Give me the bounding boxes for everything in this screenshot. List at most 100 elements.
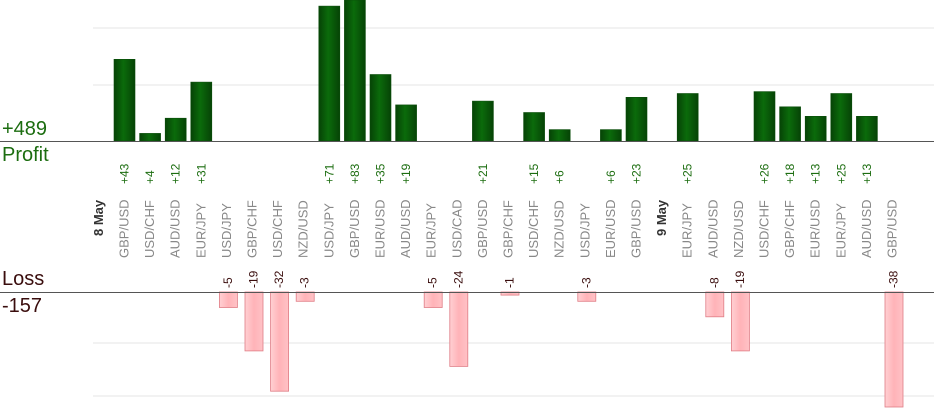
- profit-value-label: +43: [118, 163, 132, 184]
- profit-bar: [369, 74, 392, 142]
- category-label: NZD/USD: [731, 200, 746, 258]
- category-label: EUR/JPY: [193, 203, 208, 258]
- gridlines: [93, 27, 934, 397]
- category-label: USD/CAD: [449, 199, 464, 258]
- loss-value-label: -19: [247, 270, 261, 288]
- profit-value-label: +4: [143, 170, 157, 184]
- profit-bar: [344, 0, 366, 142]
- category-label: GBP/CHF: [501, 200, 516, 258]
- profit-bar: [190, 81, 213, 142]
- profit-value-label: +13: [809, 163, 823, 184]
- category-label: NZD/USD: [296, 200, 311, 258]
- profit-value-label: +15: [527, 163, 541, 184]
- profit-bar: [164, 117, 187, 142]
- date-marker-label: 8 May: [91, 199, 106, 236]
- profit-bar: [804, 116, 827, 142]
- profit-value-label: +12: [169, 163, 183, 184]
- loss-bar: [218, 291, 238, 308]
- profit-bar: [395, 104, 417, 142]
- category-label: AUD/USD: [168, 199, 183, 258]
- date-marker-label: 9 May: [654, 199, 669, 236]
- profit-bar: [113, 58, 136, 142]
- profit-bar: [548, 129, 571, 142]
- category-label: GBP/USD: [885, 199, 900, 258]
- category-label: USD/JPY: [577, 203, 592, 258]
- profit-bar: [139, 133, 161, 142]
- loss-bar: [705, 291, 725, 318]
- loss-label: Loss: [2, 268, 45, 290]
- loss-bar: [244, 291, 264, 352]
- loss-value-label: -24: [451, 270, 465, 288]
- profit-bar: [523, 112, 545, 142]
- profit-bar: [318, 5, 341, 142]
- loss-value-label: -5: [426, 277, 440, 288]
- profit-value-label: +83: [348, 163, 362, 184]
- category-label: GBP/CHF: [782, 200, 797, 258]
- loss-bar: [731, 291, 750, 352]
- profit-value-label: +6: [553, 170, 567, 184]
- category-label: AUD/USD: [859, 199, 874, 258]
- profit-bar: [856, 116, 878, 142]
- profit-value-label: +19: [399, 163, 413, 184]
- loss-value-label: -3: [579, 277, 593, 288]
- loss-value-label: -32: [272, 270, 286, 288]
- profit-value-label: +18: [783, 163, 797, 184]
- category-label: EUR/USD: [603, 199, 618, 258]
- bars: [113, 0, 904, 408]
- loss-value-label: -5: [221, 277, 235, 288]
- loss-value-label: -38: [887, 270, 901, 288]
- profit-label: Profit: [2, 144, 49, 166]
- profit-bar: [779, 106, 801, 142]
- category-label: NZD/USD: [552, 200, 567, 258]
- profit-bar: [830, 93, 853, 142]
- profit-value-label: +71: [322, 163, 336, 184]
- profit-value-label: +13: [860, 163, 874, 184]
- category-label: GBP/USD: [117, 199, 132, 258]
- profit-value-label: +25: [834, 163, 848, 184]
- category-label: EUR/JPY: [424, 203, 439, 258]
- category-label: EUR/JPY: [680, 203, 695, 258]
- category-label: GBP/USD: [629, 199, 644, 258]
- profit-value-label: +35: [374, 163, 388, 184]
- category-label: EUR/USD: [808, 199, 823, 258]
- loss-bar: [449, 291, 469, 367]
- category-label: GBP/USD: [475, 199, 490, 258]
- profit-total: +489: [2, 118, 48, 140]
- category-label: USD/JPY: [321, 203, 336, 258]
- category-label: GBP/USD: [347, 199, 362, 258]
- category-label: USD/CHF: [757, 200, 772, 258]
- profit-bar: [600, 129, 622, 142]
- loss-bar: [884, 291, 904, 408]
- labels: GBP/USD +43 USD/CHF +4 AUD/USD +12 EUR/JPY +31 U…: [91, 163, 901, 288]
- loss-value-label: -8: [707, 277, 721, 288]
- profit-bar: [676, 93, 699, 142]
- category-label: AUD/USD: [705, 199, 720, 258]
- loss-bar: [577, 291, 597, 302]
- profit-bar: [753, 91, 776, 142]
- loss-value-label: -1: [503, 277, 517, 288]
- loss-value-label: -3: [298, 277, 312, 288]
- loss-bar: [295, 291, 315, 302]
- category-label: USD/CHF: [526, 200, 541, 258]
- loss-bar: [423, 291, 443, 308]
- loss-bar: [270, 291, 290, 392]
- profit-bar: [472, 100, 494, 142]
- category-label: GBP/CHF: [245, 200, 260, 258]
- category-label: USD/CHF: [142, 200, 157, 258]
- profit-value-label: +25: [681, 163, 695, 184]
- axes: [0, 141, 934, 293]
- loss-total: -157: [2, 295, 43, 317]
- category-label: USD/CHF: [270, 200, 285, 258]
- category-label: EUR/USD: [373, 199, 388, 258]
- profit-value-label: +6: [604, 170, 618, 184]
- category-label: AUD/USD: [398, 199, 413, 258]
- profit-value-label: +26: [758, 163, 772, 184]
- category-label: USD/JPY: [219, 203, 234, 258]
- loss-value-label: -19: [733, 270, 747, 288]
- profit-bar: [625, 97, 648, 142]
- profit-value-label: +21: [476, 163, 490, 184]
- profit-value-label: +23: [630, 163, 644, 184]
- profit-value-label: +31: [194, 163, 208, 184]
- category-label: EUR/JPY: [833, 203, 848, 258]
